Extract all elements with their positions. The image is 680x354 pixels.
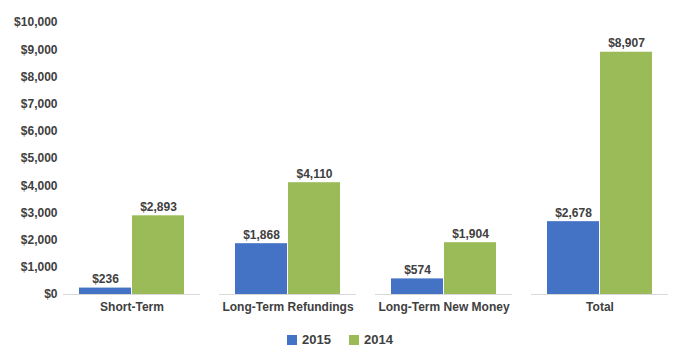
svg-text:$3,000: $3,000 — [21, 206, 58, 220]
svg-text:Total: Total — [586, 300, 614, 314]
svg-text:$574: $574 — [404, 263, 431, 277]
svg-text:$1,904: $1,904 — [452, 227, 489, 241]
svg-text:$1,868: $1,868 — [243, 228, 280, 242]
svg-text:Short-Term: Short-Term — [100, 300, 164, 314]
svg-text:$9,000: $9,000 — [21, 43, 58, 57]
svg-text:$0: $0 — [44, 287, 58, 301]
svg-text:$2,678: $2,678 — [555, 205, 592, 219]
svg-text:$4,110: $4,110 — [296, 167, 332, 181]
svg-text:$1,000: $1,000 — [21, 260, 58, 274]
svg-text:$8,000: $8,000 — [21, 70, 58, 84]
svg-text:$7,000: $7,000 — [21, 97, 58, 111]
html-text:2015: 2015 — [302, 331, 331, 347]
svg-text:$2,000: $2,000 — [21, 233, 58, 247]
svg-text:$236: $236 — [92, 272, 119, 286]
svg-text:$2,893: $2,893 — [140, 200, 177, 214]
svg-text:$5,000: $5,000 — [21, 151, 58, 165]
svg-text:Long-Term Refundings: Long-Term Refundings — [222, 300, 353, 314]
svg-text:Long-Term New Money: Long-Term New Money — [378, 300, 509, 314]
svg-text:$4,000: $4,000 — [21, 179, 58, 193]
svg-text:$10,000: $10,000 — [14, 15, 58, 29]
svg-text:$8,907: $8,907 — [608, 36, 645, 50]
html-text:2014: 2014 — [364, 331, 393, 347]
svg-text:$6,000: $6,000 — [21, 124, 58, 138]
